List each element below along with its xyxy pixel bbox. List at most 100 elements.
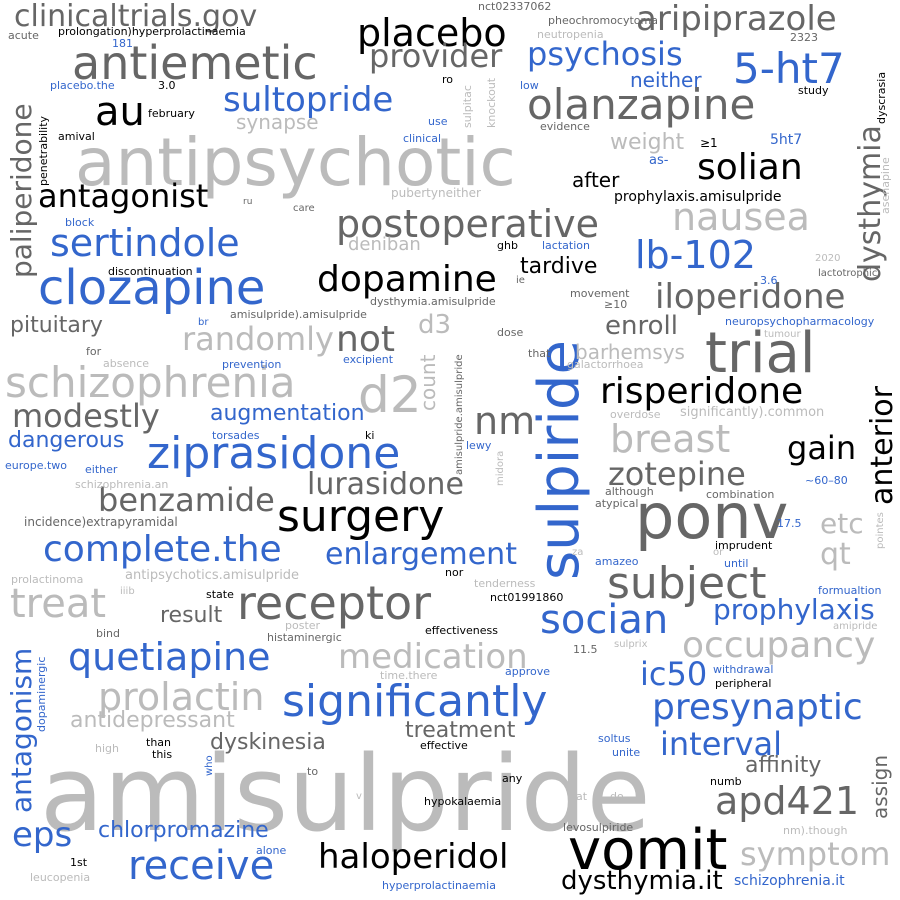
word-antagonist: antagonist [38,177,209,215]
word-barhemsys: barhemsys [575,340,685,364]
word-treat: treat [10,581,107,627]
word-significantly-common: significantly).common [680,405,825,420]
word-until: until [724,557,749,570]
word-although: although [605,485,654,498]
word-lurasidone: lurasidone [307,467,464,502]
word-torsades: torsades [212,429,260,442]
word-tenderness: tenderness [474,577,536,590]
word-br: br [198,317,209,328]
word-soltus: soltus [598,732,631,745]
word-weight: weight [610,130,685,155]
word-acute: acute [8,29,39,42]
word-v: v [356,791,362,802]
word-dopaminergic: dopaminergic [35,656,48,732]
word-use: use [428,115,448,128]
word-zotepine: zotepine [608,455,746,493]
word-2020: 2020 [815,253,841,264]
word-postoperative: postoperative [336,202,600,246]
word-17-5: 17.5 [777,517,802,530]
word-result: result [160,603,223,628]
word-trial: trial [705,321,816,386]
word-schizophrenia-an: schizophrenia.an [75,478,169,491]
word-deniban: deniban [348,234,421,255]
word-sertindole: sertindole [50,221,240,265]
word-tumour: tumour [764,329,801,340]
word-ge1: ≥1 [700,136,718,150]
word-1st: 1st [70,856,88,869]
word-5ht7-small: 5ht7 [770,132,803,148]
word-dangerous: dangerous [8,428,125,453]
word-5ht7-large: 5-ht7 [733,44,845,93]
word-ghb: ghb [497,239,518,252]
word-lb102: lb-102 [635,233,756,277]
word-ie: ie [516,275,525,286]
word-schizophrenia-it: schizophrenia.it [734,873,845,889]
word-nm: nm [474,399,536,443]
word-qt: qt [820,537,851,572]
word-placebo-the: placebo.the [50,79,115,92]
word-overdose: overdose [610,408,661,421]
word-antiemetic: antiemetic [72,36,318,90]
word-psychosis: psychosis [527,35,683,73]
word-sulpitac: sulpitac [461,85,474,128]
word-lewy: lewy [466,439,492,452]
word-bind: bind [96,627,120,640]
word-breast: breast [610,417,731,461]
word-ge10: ≥10 [604,298,628,311]
word-numb: numb [710,775,742,788]
word-peripheral: peripheral [715,677,772,690]
word-block: block [65,216,95,229]
word-socian: socian [540,597,669,643]
word-amazeo: amazeo [595,555,639,568]
word-absence: absence [103,357,150,370]
word-enlargement: enlargement [325,537,517,572]
word-complete-the: complete.the [43,529,282,570]
word-unite: unite [612,746,641,759]
word-effective: effective [420,739,468,752]
word-leucopenia: leucopenia [30,871,91,884]
word-3-6: 3.6 [760,274,778,287]
word-receive: receive [128,843,275,889]
word-clinicaltrials: clinicaltrials.gov [14,0,258,34]
word-tardive: tardive [520,254,598,279]
word-after: after [572,168,620,192]
word-prophylaxis-amisulpride: prophylaxis.amisulpride [614,189,782,205]
word-ziprasidone: ziprasidone [147,428,401,479]
word-amipride: amipride [833,621,878,632]
word-penetrability: penetrability [37,115,50,186]
word-state: state [206,588,234,601]
word-amisulpride: amisulpride [40,733,651,855]
word-imprudent: imprudent [715,539,773,552]
word-antidepressant: antidepressant [70,708,235,733]
word-quetiapine: quetiapine [68,635,271,679]
word-provider: provider [369,37,503,75]
word-for: for [86,345,102,358]
word-dose: dose [497,326,524,339]
word-ro: ro [442,73,454,86]
word-surgery: surgery [277,491,445,542]
word-symptom: symptom [740,835,891,873]
word-range-60-80: ~60–80 [805,474,848,487]
word-prophylaxis: prophylaxis [713,593,875,626]
word-pubertyneither: pubertyneither [391,186,481,200]
word-sulprix: sulprix [614,639,648,650]
word-nct01991860: nct01991860 [490,591,564,604]
word-to: to [307,765,319,778]
word-dyscrasia: dyscrasia [875,71,888,124]
word-nct02337062: nct02337062 [478,0,552,13]
word-gain: gain [787,429,857,467]
word-sultopride: sultopride [223,80,394,120]
word-assign: assign [868,754,892,819]
word-interval: interval [660,725,782,763]
word-augmentation: augmentation [210,401,365,426]
word-dysthymia-it: dysthymia.it [561,866,723,896]
word-approve: approve [505,665,550,678]
word-enroll: enroll [605,311,678,341]
word-either: either [85,463,118,476]
word-discontinuation: discontinuation [108,265,193,278]
word-clozapine: clozapine [38,260,266,316]
word-who: who [204,755,215,776]
word-antagonism: antagonism [5,647,38,813]
word-pointes: pointes [875,512,886,549]
word-iiib: iiib [120,586,135,597]
